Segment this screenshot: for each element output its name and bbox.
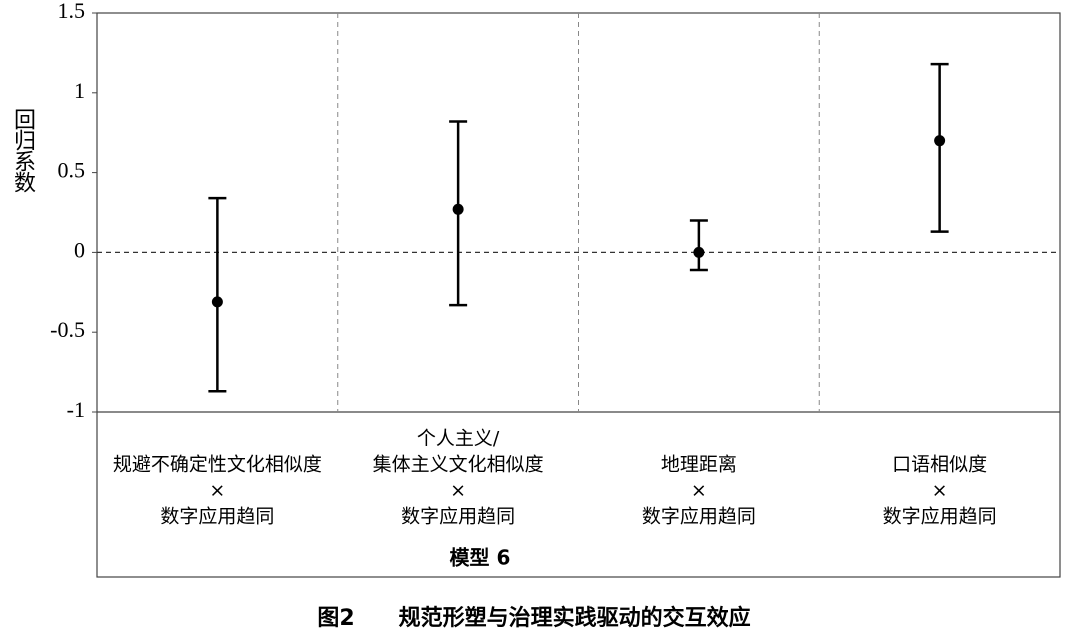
point	[211, 296, 223, 308]
x-tick-label: 口语相似度	[892, 454, 987, 476]
y-tick-label: 0	[74, 237, 85, 262]
y-tick-label: 1	[74, 78, 85, 103]
x-tick-label: 数字应用趋同	[160, 506, 274, 528]
point	[452, 203, 464, 215]
x-tick-label: 数字应用趋同	[401, 506, 515, 528]
x-tick-label: 地理距离	[661, 454, 737, 476]
x-tick-label: ×	[450, 480, 466, 502]
caption: 图2 规范形塑与治理实践驱动的交互效应	[317, 605, 750, 631]
point	[693, 246, 705, 258]
x-axis-label: 模型 6	[450, 546, 511, 570]
x-tick-label: 个人主义/	[417, 428, 500, 450]
x-tick-label: ×	[209, 480, 225, 502]
x-tick-label: 集体主义文化相似度	[373, 454, 544, 476]
y-tick-label: -1	[67, 397, 85, 422]
point	[934, 135, 946, 147]
x-tick-label: ×	[932, 480, 948, 502]
x-tick-label: 数字应用趋同	[642, 506, 756, 528]
y-axis-label: 回归系数	[10, 108, 35, 192]
y-tick-label: 0.5	[58, 158, 86, 183]
y-tick-label: 1.5	[58, 0, 86, 23]
y-tick-label: -0.5	[50, 317, 85, 342]
x-tick-label: 规避不确定性文化相似度	[113, 454, 322, 476]
x-tick-label: 数字应用趋同	[883, 506, 997, 528]
x-tick-label: ×	[691, 480, 707, 502]
